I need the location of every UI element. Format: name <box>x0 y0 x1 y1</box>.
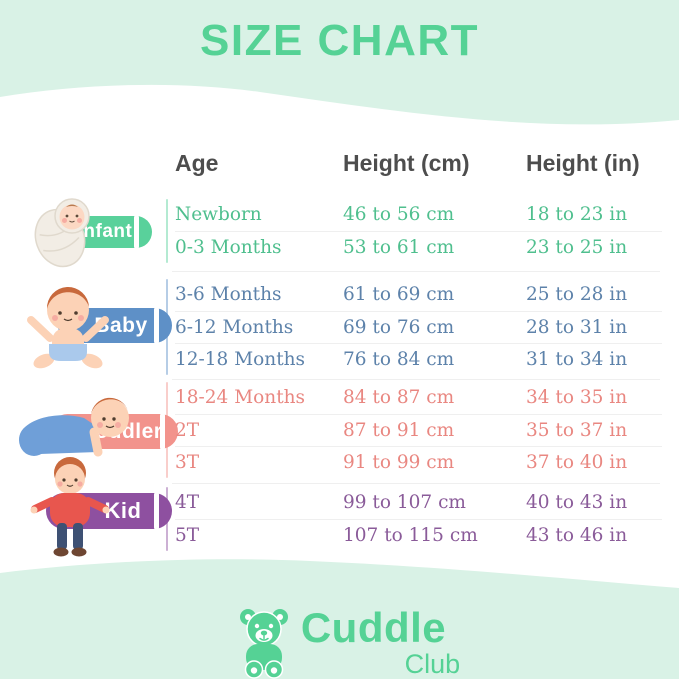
table-row: 0-3 Months 53 to 61 cm 23 to 25 in <box>175 231 662 263</box>
column-header-height-cm: Height (cm) <box>343 150 470 176</box>
table-row: 12-18 Months 76 to 84 cm 31 to 34 in <box>175 343 662 375</box>
age-cell: 2T <box>175 420 200 441</box>
age-cell: 4T <box>175 492 200 513</box>
table-row: 3-6 Months 61 to 69 cm 25 to 28 in <box>175 279 662 311</box>
row-divider <box>172 483 660 484</box>
age-cell: 6-12 Months <box>175 317 294 338</box>
row-divider <box>172 379 660 380</box>
top-wave-background <box>0 0 679 125</box>
table-row: 5T 107 to 115 cm 43 to 46 in <box>175 519 662 551</box>
height-cm-cell: 61 to 69 cm <box>343 284 455 305</box>
kid-badge-label: Kid <box>104 498 142 523</box>
height-cm-cell: 69 to 76 cm <box>343 317 455 338</box>
height-cm-cell: 87 to 91 cm <box>343 420 455 441</box>
table-row: 2T 87 to 91 cm 35 to 37 in <box>175 414 662 446</box>
height-cm-cell: 84 to 87 cm <box>343 387 455 408</box>
age-cell: Newborn <box>175 204 262 225</box>
height-in-cell: 23 to 25 in <box>526 237 628 258</box>
standing-kid-illustration <box>30 457 110 557</box>
height-cm-cell: 76 to 84 cm <box>343 349 455 370</box>
height-in-cell: 40 to 43 in <box>526 492 628 513</box>
crawling-toddler-illustration <box>19 397 129 457</box>
brand-suffix: Club <box>404 649 461 679</box>
table-row: 18-24 Months 84 to 87 cm 34 to 35 in <box>175 382 662 414</box>
height-cm-cell: 91 to 99 cm <box>343 452 455 473</box>
age-cell: 3-6 Months <box>175 284 282 305</box>
row-divider <box>172 271 660 272</box>
kid-rows: 4T 99 to 107 cm 40 to 43 in 5T 107 to 115 cm… <box>175 487 662 551</box>
toddler-rows: 18-24 Months 84 to 87 cm 34 to 35 in 2T 87 t… <box>175 382 662 478</box>
height-cm-cell: 53 to 61 cm <box>343 237 455 258</box>
height-cm-cell: 107 to 115 cm <box>343 525 478 546</box>
age-cell: 3T <box>175 452 200 473</box>
brand-logo: Cuddle Club <box>0 606 679 679</box>
infant-group-accent-line <box>166 199 168 263</box>
height-in-cell: 18 to 23 in <box>526 204 628 225</box>
table-row: 3T 91 to 99 cm 37 to 40 in <box>175 446 662 478</box>
age-cell: 0-3 Months <box>175 237 282 258</box>
page-title: SIZE CHART <box>200 16 479 65</box>
table-row: 4T 99 to 107 cm 40 to 43 in <box>175 487 662 519</box>
column-header-height-in: Height (in) <box>526 150 640 176</box>
height-in-cell: 37 to 40 in <box>526 452 628 473</box>
column-header-age: Age <box>175 150 219 176</box>
swaddled-infant-illustration <box>34 198 90 268</box>
height-in-cell: 43 to 46 in <box>526 525 628 546</box>
height-cm-cell: 99 to 107 cm <box>343 492 466 513</box>
height-cm-cell: 46 to 56 cm <box>343 204 455 225</box>
age-cell: 18-24 Months <box>175 387 306 408</box>
infant-badge-label: Infant <box>77 221 133 242</box>
height-in-cell: 34 to 35 in <box>526 387 628 408</box>
height-in-cell: 28 to 31 in <box>526 317 628 338</box>
infant-rows: Newborn 46 to 56 cm 18 to 23 in 0-3 Months 5… <box>175 199 662 263</box>
table-row: Newborn 46 to 56 cm 18 to 23 in <box>175 199 662 231</box>
bottom-wave-background <box>0 559 679 679</box>
height-in-cell: 35 to 37 in <box>526 420 628 441</box>
table-row: 6-12 Months 69 to 76 cm 28 to 31 in <box>175 311 662 343</box>
age-cell: 12-18 Months <box>175 349 306 370</box>
sitting-baby-illustration <box>27 286 109 369</box>
teddy-bear-icon <box>239 609 288 679</box>
age-cell: 5T <box>175 525 200 546</box>
height-in-cell: 31 to 34 in <box>526 349 628 370</box>
height-in-cell: 25 to 28 in <box>526 284 628 305</box>
baby-rows: 3-6 Months 61 to 69 cm 25 to 28 in 6-12 Mon… <box>175 279 662 375</box>
brand-name: Cuddle <box>300 604 447 651</box>
